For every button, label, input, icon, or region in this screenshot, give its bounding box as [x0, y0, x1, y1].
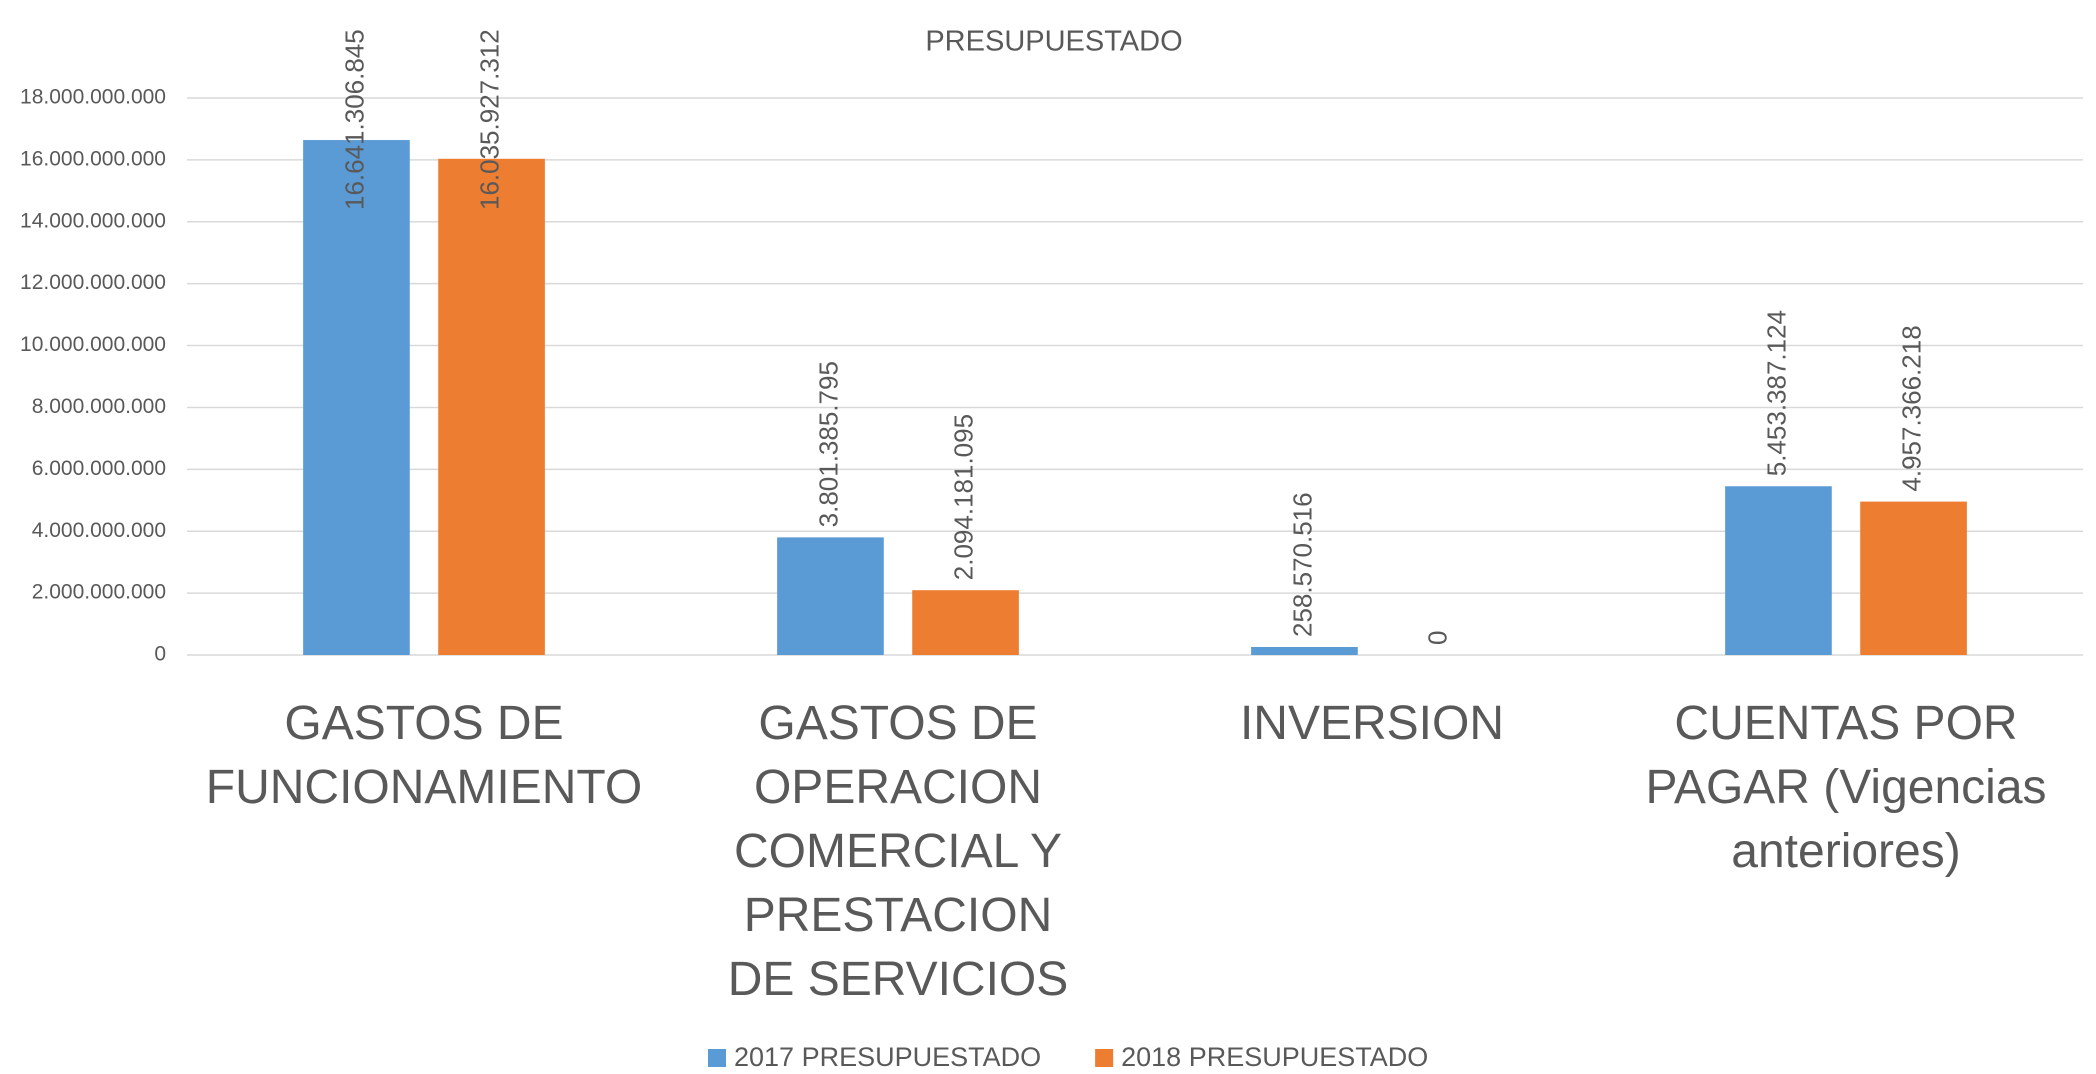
bar — [777, 537, 884, 655]
x-tick-label: INVERSION — [1239, 697, 1505, 750]
value-label: 2.094.181.095 — [948, 414, 978, 580]
legend-swatch — [708, 1049, 726, 1067]
value-label: 258.570.516 — [1287, 492, 1317, 637]
value-label: 4.957.366.218 — [1896, 325, 1926, 491]
value-label: 16.641.306.845 — [339, 29, 369, 210]
x-tick-label: GASTOS DE OPERACION COMERCIAL Y PRESTACI… — [727, 697, 1069, 1006]
y-tick-label: 10.000.000.000 — [20, 333, 166, 356]
legend-label: 2018 PRESUPUESTADO — [1121, 1042, 1428, 1072]
value-label: 3.801.385.795 — [813, 361, 843, 527]
x-tick-label: GASTOS DE FUNCIONAMIENTO — [205, 697, 643, 814]
y-tick-label: 8.000.000.000 — [32, 395, 166, 418]
y-tick-label: 12.000.000.000 — [20, 271, 166, 294]
bar — [438, 158, 545, 655]
x-tick-label: CUENTAS POR PAGAR (Vigencias anteriores) — [1645, 697, 2047, 878]
chart-title: PRESUPUESTADO — [925, 26, 1182, 58]
y-tick-label: 16.000.000.000 — [20, 147, 166, 170]
legend-label: 2017 PRESUPUESTADO — [734, 1042, 1041, 1072]
legend-swatch — [1095, 1049, 1114, 1067]
bar — [912, 590, 1019, 655]
value-label: 16.035.927.312 — [474, 29, 504, 210]
bar — [303, 140, 410, 655]
y-tick-label: 2.000.000.000 — [32, 581, 166, 604]
bar — [1251, 646, 1358, 655]
y-tick-label: 14.000.000.000 — [20, 209, 166, 232]
y-tick-label: 6.000.000.000 — [32, 457, 166, 480]
bar — [1725, 486, 1832, 655]
value-label: 0 — [1422, 631, 1452, 645]
bar — [1860, 501, 1967, 655]
y-tick-label: 18.000.000.000 — [20, 86, 166, 109]
y-tick-label: 4.000.000.000 — [32, 519, 166, 542]
y-tick-label: 0 — [154, 643, 166, 666]
value-label: 5.453.387.124 — [1761, 310, 1791, 476]
